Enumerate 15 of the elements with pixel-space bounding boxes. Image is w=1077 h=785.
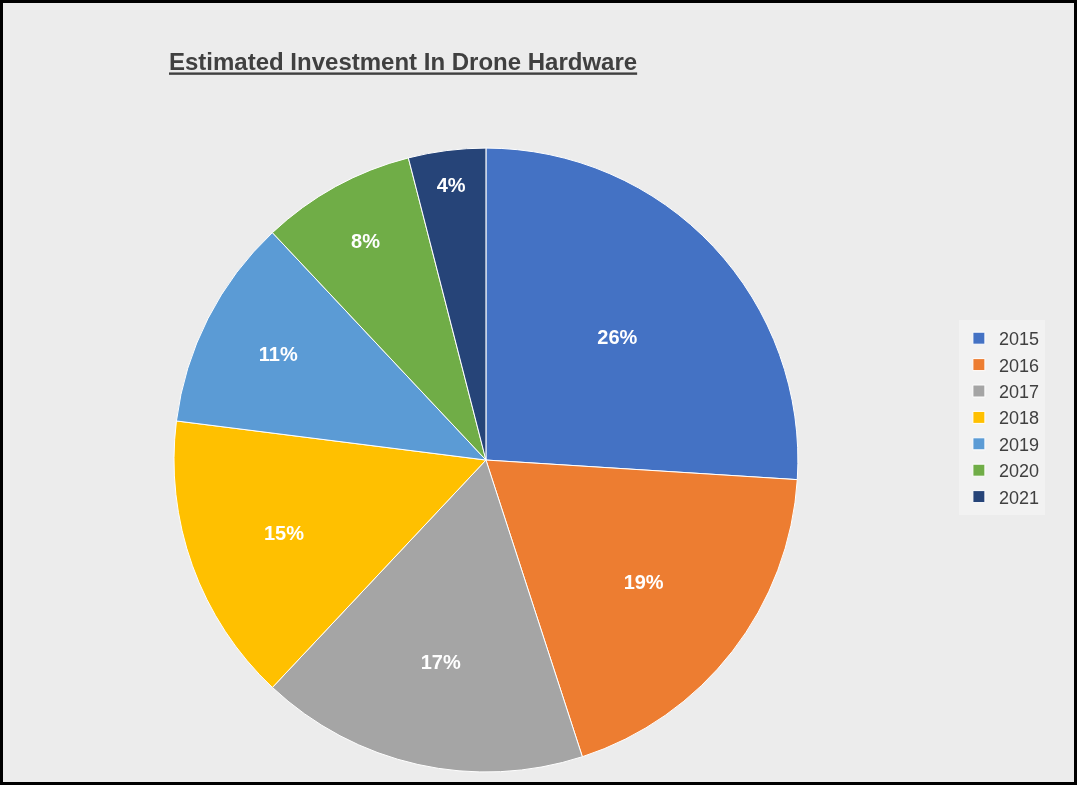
- data-label: 19%: [623, 571, 664, 594]
- legend-label: 2018: [998, 408, 1039, 429]
- legend-label: 2019: [998, 434, 1039, 455]
- chart-title: Estimated Investment In Drone Hardware: [169, 48, 638, 76]
- legend-label: 2021: [998, 487, 1039, 508]
- data-label: 17%: [420, 650, 461, 673]
- data-label: 15%: [263, 521, 305, 544]
- legend-label: 2016: [998, 355, 1039, 376]
- legend-label: 2015: [998, 329, 1039, 350]
- legend-label: 2020: [998, 461, 1039, 482]
- data-label: 26%: [597, 325, 638, 348]
- data-label: 4%: [436, 174, 466, 197]
- data-label: 8%: [351, 230, 381, 253]
- data-label: 11%: [258, 343, 298, 366]
- legend-label: 2017: [998, 382, 1039, 403]
